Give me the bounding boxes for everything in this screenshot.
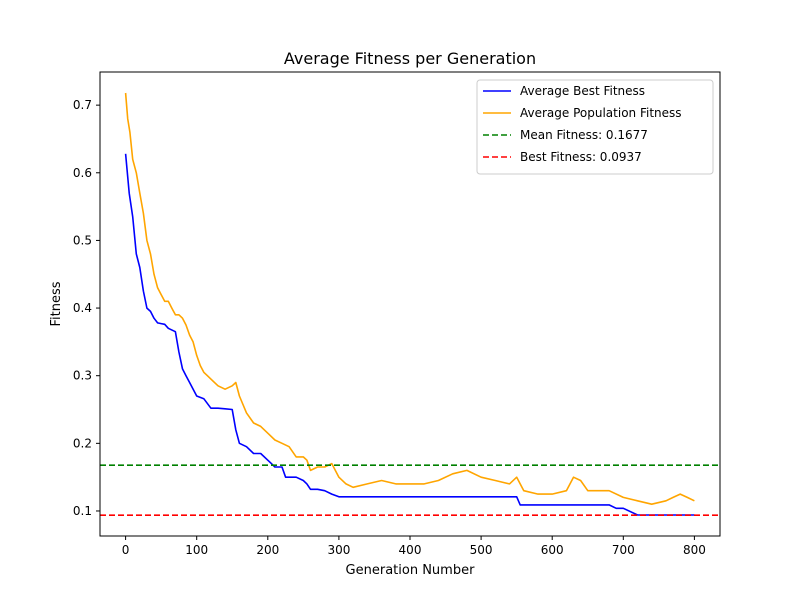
legend-label: Best Fitness: 0.0937 [520, 150, 642, 164]
legend-label: Average Best Fitness [520, 84, 645, 98]
y-axis-label: Fitness [49, 281, 64, 326]
x-tick-label: 400 [399, 543, 422, 557]
x-tick-label: 300 [327, 543, 350, 557]
x-tick-label: 800 [683, 543, 706, 557]
y-tick-label: 0.7 [73, 98, 92, 112]
y-tick-label: 0.1 [73, 504, 92, 518]
x-axis-label: Generation Number [346, 563, 476, 578]
x-axis-ticks: 0 100 200 300 400 500 600 700 800 [122, 536, 706, 557]
x-tick-label: 100 [185, 543, 208, 557]
y-tick-label: 0.4 [73, 301, 92, 315]
x-tick-label: 500 [470, 543, 493, 557]
x-tick-label: 0 [122, 543, 130, 557]
series-line-1 [124, 153, 695, 516]
series-layer [100, 92, 720, 517]
y-tick-label: 0.5 [73, 233, 92, 247]
y-axis-ticks: 0.1 0.2 0.3 0.4 0.5 0.6 0.7 [73, 98, 100, 518]
x-tick-label: 200 [256, 543, 279, 557]
legend-box [476, 79, 714, 175]
plot-area: 0 100 200 300 400 500 600 700 800 0.10.20.30.40.… [73, 71, 721, 557]
y-tick-label: 0.3 [73, 369, 92, 383]
series-line-2 [124, 92, 695, 506]
legend-label: Mean Fitness: 0.1677 [520, 128, 648, 142]
y-tick-label: 0.2 [73, 436, 92, 450]
x-tick-label: 600 [541, 543, 564, 557]
y-tick-label: 0.6 [73, 166, 92, 180]
x-tick-label: 700 [612, 543, 635, 557]
legend-label: Average Population Fitness [520, 106, 682, 120]
legend: Average Best Fitness Average Population F… [476, 79, 714, 175]
chart-title: Average Fitness per Generation [284, 49, 536, 68]
